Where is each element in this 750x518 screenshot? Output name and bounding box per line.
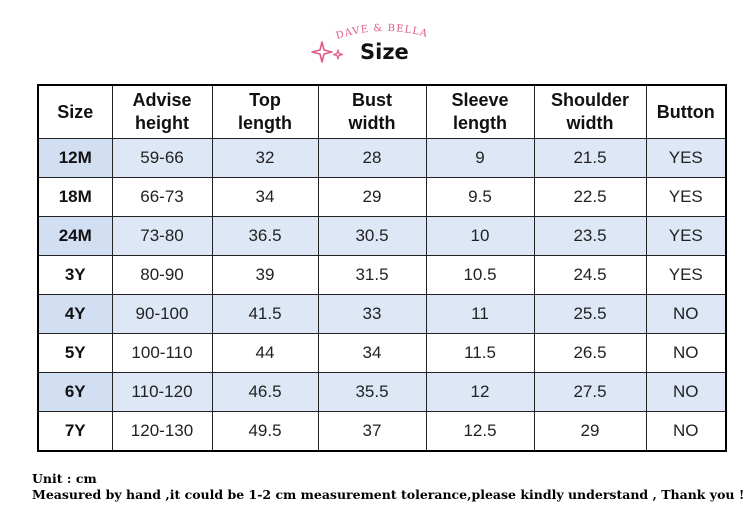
header-line: width [566,113,614,133]
header-button: Button [645,84,727,139]
table-row: 7Y 120-130 49.5 37 12.5 29 NO [37,411,727,452]
cell-size: 12M [37,138,113,178]
table-row: 12M 59-66 32 28 9 21.5 YES [37,138,727,178]
cell-top-length: 39 [211,255,319,295]
title-row: Size [310,36,409,68]
cell-bust-width: 28 [317,138,427,178]
cell-sleeve-length: 12.5 [425,411,535,452]
cell-sleeve-length: 12 [425,372,535,412]
cell-top-length: 49.5 [211,411,319,452]
cell-sleeve-length: 10 [425,216,535,256]
table-row: 6Y 110-120 46.5 35.5 12 27.5 NO [37,372,727,412]
header-line: Top [249,90,281,110]
cell-button: YES [645,138,727,178]
cell-bust-width: 35.5 [317,372,427,412]
brand-logo: DAVE & BELLA [330,20,440,42]
cell-button: NO [645,411,727,452]
cell-bust-width: 33 [317,294,427,334]
cell-button: NO [645,372,727,412]
unit-note: Unit : cm [32,471,97,486]
header-bust-width: Bust width [317,84,427,139]
cell-size: 6Y [37,372,113,412]
header-line: width [348,113,396,133]
cell-top-length: 34 [211,177,319,217]
cell-sleeve-length: 11.5 [425,333,535,373]
cell-advise-height: 66-73 [111,177,213,217]
header-size: Size [37,84,113,139]
cell-advise-height: 120-130 [111,411,213,452]
cell-shoulder-width: 29 [533,411,647,452]
cell-bust-width: 34 [317,333,427,373]
tolerance-note: Measured by hand ,it could be 1-2 cm mea… [32,487,745,502]
cell-button: NO [645,294,727,334]
table-header-row: Size Advise height Top length Bust width Sleeve… [37,84,727,139]
cell-button: YES [645,216,727,256]
cell-button: YES [645,177,727,217]
header-line: Shoulder [550,90,629,110]
header-line: length [453,113,507,133]
cell-top-length: 41.5 [211,294,319,334]
header-line: Advise [132,90,192,110]
cell-bust-width: 31.5 [317,255,427,295]
cell-shoulder-width: 22.5 [533,177,647,217]
cell-top-length: 44 [211,333,319,373]
cell-bust-width: 30.5 [317,216,427,256]
notes: Unit : cm Measured by hand ,it could be … [32,471,744,503]
header-sleeve-length: Sleeve length [425,84,535,139]
header-line: Bust [352,90,392,110]
header-line: Sleeve [451,90,509,110]
cell-size: 5Y [37,333,113,373]
cell-size: 4Y [37,294,113,334]
header-line: length [238,113,292,133]
page-title: Size [360,40,409,64]
cell-top-length: 46.5 [211,372,319,412]
cell-advise-height: 59-66 [111,138,213,178]
cell-size: 24M [37,216,113,256]
size-table: Size Advise height Top length Bust width Sleeve… [37,84,727,452]
cell-sleeve-length: 10.5 [425,255,535,295]
table-row: 18M 66-73 34 29 9.5 22.5 YES [37,177,727,217]
header-advise-height: Advise height [111,84,213,139]
cell-shoulder-width: 27.5 [533,372,647,412]
table-row: 3Y 80-90 39 31.5 10.5 24.5 YES [37,255,727,295]
cell-top-length: 36.5 [211,216,319,256]
header-shoulder-width: Shoulder width [533,84,647,139]
cell-size: 3Y [37,255,113,295]
dave-bella-logo-icon: DAVE & BELLA [335,23,429,42]
cell-size: 7Y [37,411,113,452]
cell-advise-height: 110-120 [111,372,213,412]
sparkle-icon [311,41,344,63]
header-line: height [135,113,189,133]
cell-shoulder-width: 24.5 [533,255,647,295]
cell-shoulder-width: 25.5 [533,294,647,334]
cell-top-length: 32 [211,138,319,178]
cell-size: 18M [37,177,113,217]
cell-bust-width: 37 [317,411,427,452]
header-line: Button [656,101,715,122]
cell-shoulder-width: 23.5 [533,216,647,256]
table-body: 12M 59-66 32 28 9 21.5 YES 18M 66-73 34 29 9.5 22.5 Y… [37,138,727,452]
cell-advise-height: 73-80 [111,216,213,256]
cell-shoulder-width: 26.5 [533,333,647,373]
header-top-length: Top length [211,84,319,139]
cell-bust-width: 29 [317,177,427,217]
cell-sleeve-length: 9 [425,138,535,178]
cell-shoulder-width: 21.5 [533,138,647,178]
table-row: 5Y 100-110 44 34 11.5 26.5 NO [37,333,727,373]
cell-advise-height: 90-100 [111,294,213,334]
table-row: 4Y 90-100 41.5 33 11 25.5 NO [37,294,727,334]
header-line: Size [57,101,94,122]
cell-button: YES [645,255,727,295]
cell-advise-height: 100-110 [111,333,213,373]
table-row: 24M 73-80 36.5 30.5 10 23.5 YES [37,216,727,256]
cell-sleeve-length: 9.5 [425,177,535,217]
cell-advise-height: 80-90 [111,255,213,295]
cell-sleeve-length: 11 [425,294,535,334]
cell-button: NO [645,333,727,373]
